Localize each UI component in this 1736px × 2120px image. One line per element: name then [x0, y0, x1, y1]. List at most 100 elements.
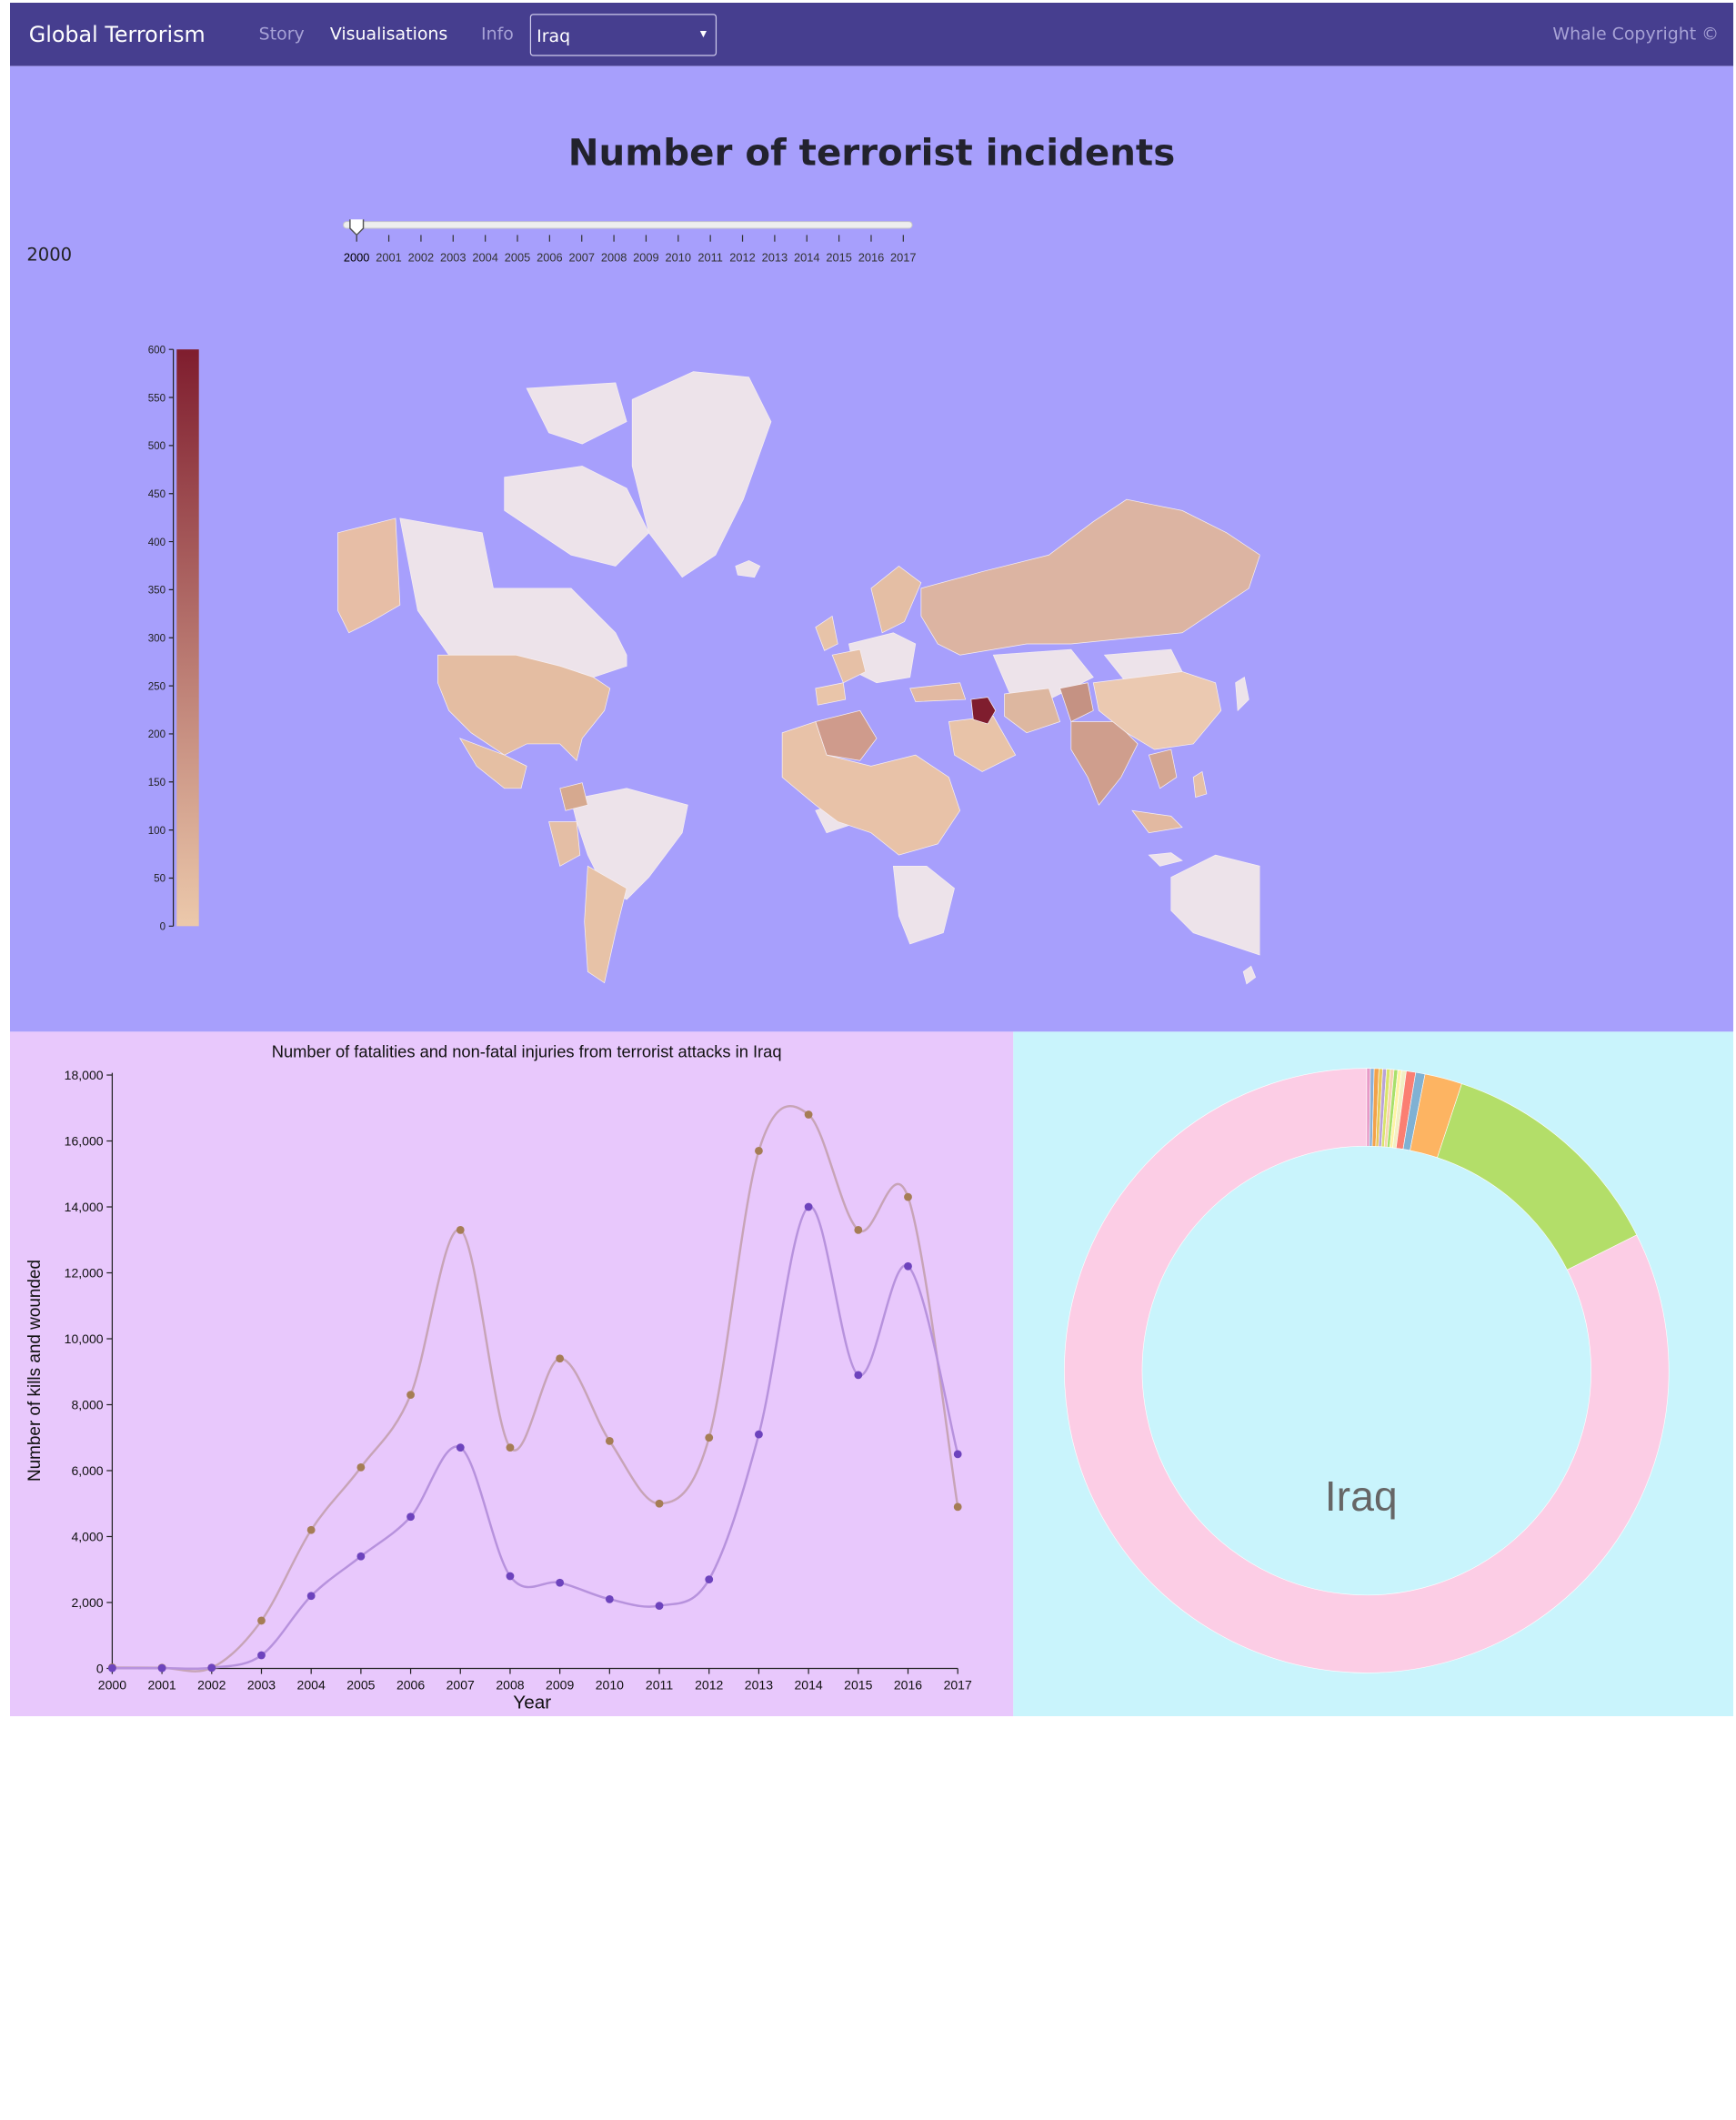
slider-year-label[interactable]: 2001: [376, 251, 402, 265]
y-tick-label: 10,000: [65, 1331, 104, 1346]
series-point[interactable]: [655, 1602, 664, 1611]
country-mexico[interactable]: [458, 738, 527, 789]
slider-year-label[interactable]: 2011: [697, 251, 723, 265]
country-brazil[interactable]: [570, 788, 688, 900]
series-point[interactable]: [456, 1443, 465, 1452]
slider-year-label[interactable]: 2003: [440, 251, 467, 265]
series-point[interactable]: [306, 1592, 316, 1601]
country-arctic-islands[interactable]: [526, 382, 627, 445]
series-point[interactable]: [953, 1450, 962, 1459]
slider-year-label[interactable]: 2005: [505, 251, 531, 265]
slider-year-label[interactable]: 2000: [344, 251, 370, 265]
slider-year-label[interactable]: 2013: [762, 251, 788, 265]
slider-year-label[interactable]: 2008: [601, 251, 627, 265]
series-point[interactable]: [755, 1430, 763, 1439]
country-turkey[interactable]: [909, 682, 967, 702]
series-point[interactable]: [605, 1436, 614, 1445]
slider-year-label[interactable]: 2015: [826, 251, 852, 265]
country-select[interactable]: Iraq ▼: [529, 14, 717, 56]
series-point[interactable]: [904, 1261, 912, 1271]
country-iceland[interactable]: [735, 559, 761, 578]
series-point[interactable]: [755, 1147, 763, 1155]
nav-link-story[interactable]: Story: [258, 24, 305, 45]
series-point[interactable]: [556, 1354, 565, 1363]
slider-year-label[interactable]: 2009: [633, 251, 659, 265]
country-alaska[interactable]: [337, 517, 401, 634]
series-point[interactable]: [257, 1616, 266, 1625]
country-south-africa-region[interactable]: [892, 865, 955, 945]
country-indonesia[interactable]: [1148, 852, 1183, 867]
country-north-africa[interactable]: [781, 721, 961, 856]
country-australia[interactable]: [1170, 854, 1260, 956]
country-iran[interactable]: [1004, 688, 1061, 734]
slider-track[interactable]: [343, 221, 913, 229]
series-point[interactable]: [356, 1552, 366, 1561]
slider-year-label[interactable]: 2004: [472, 251, 498, 265]
country-argentina[interactable]: [584, 865, 627, 984]
nav-link-info[interactable]: Info: [481, 24, 514, 45]
series-point[interactable]: [705, 1433, 714, 1442]
country-china[interactable]: [1092, 671, 1222, 750]
legend-tick-label: 600: [148, 344, 166, 356]
slider-year-label[interactable]: 2014: [794, 251, 820, 265]
series-point[interactable]: [854, 1371, 863, 1380]
year-slider[interactable]: 2000 2001 2002 2003 2004 2005 2006 2007 2008 2009…: [332, 219, 932, 286]
series-point[interactable]: [705, 1575, 714, 1584]
series-point[interactable]: [108, 1663, 116, 1673]
world-map[interactable]: [294, 367, 1260, 989]
x-axis-ticks: 2000 2001 2002 2003 2004 2005 2006 2007 2008 2009…: [98, 1668, 972, 1693]
series-point[interactable]: [306, 1525, 316, 1534]
country-colombia[interactable]: [559, 782, 588, 811]
country-pakistan-afghanistan[interactable]: [1059, 682, 1094, 723]
series-point[interactable]: [605, 1594, 614, 1603]
country-saudi-arabia[interactable]: [948, 716, 1017, 772]
series-point[interactable]: [854, 1225, 863, 1234]
series-point[interactable]: [356, 1462, 366, 1472]
y-tick-label: 8,000: [71, 1397, 103, 1412]
series-point[interactable]: [804, 1202, 813, 1211]
slider-year-label[interactable]: 2012: [729, 251, 756, 265]
country-india[interactable]: [1070, 721, 1139, 806]
country-canada-islands[interactable]: [504, 466, 649, 567]
country-usa[interactable]: [437, 654, 611, 761]
brand-title[interactable]: Global Terrorism: [28, 21, 206, 47]
y-tick-label: 4,000: [71, 1529, 103, 1543]
slider-year-label[interactable]: 2017: [890, 251, 917, 265]
donut-slice[interactable]: [1064, 1068, 1670, 1673]
y-tick-label: 14,000: [65, 1200, 104, 1214]
slider-year-label[interactable]: 2006: [537, 251, 563, 265]
series-point[interactable]: [406, 1391, 415, 1400]
series-point[interactable]: [456, 1225, 465, 1234]
series-point[interactable]: [904, 1192, 912, 1201]
country-iraq[interactable]: [970, 697, 997, 725]
series-point[interactable]: [655, 1499, 664, 1508]
series-point[interactable]: [207, 1663, 216, 1673]
country-indonesia-west[interactable]: [1131, 809, 1183, 834]
series-point[interactable]: [257, 1651, 266, 1660]
slider-year-label[interactable]: 2016: [858, 251, 885, 265]
series-point[interactable]: [556, 1578, 565, 1587]
series-point[interactable]: [804, 1110, 813, 1119]
country-russia[interactable]: [920, 498, 1260, 656]
series-point[interactable]: [506, 1443, 515, 1452]
donut-slice[interactable]: [1437, 1083, 1638, 1271]
country-france[interactable]: [831, 648, 867, 684]
series-point[interactable]: [157, 1663, 166, 1673]
country-scandinavia[interactable]: [870, 565, 922, 634]
country-uk[interactable]: [815, 615, 838, 651]
slider-year-label[interactable]: 2010: [666, 251, 692, 265]
slider-handle[interactable]: [349, 219, 365, 236]
nav-link-visualisations[interactable]: Visualisations: [329, 24, 448, 45]
country-japan[interactable]: [1235, 677, 1249, 712]
country-new-zealand[interactable]: [1242, 965, 1257, 985]
country-philippines[interactable]: [1192, 770, 1208, 799]
country-southeast-asia[interactable]: [1148, 749, 1178, 789]
country-spain[interactable]: [815, 682, 847, 706]
series-point[interactable]: [406, 1512, 415, 1522]
country-peru[interactable]: [548, 821, 581, 867]
slider-year-label[interactable]: 2007: [568, 251, 595, 265]
slider-year-label[interactable]: 2002: [408, 251, 435, 265]
country-greenland[interactable]: [631, 371, 772, 578]
series-point[interactable]: [953, 1502, 962, 1512]
series-point[interactable]: [506, 1572, 515, 1581]
